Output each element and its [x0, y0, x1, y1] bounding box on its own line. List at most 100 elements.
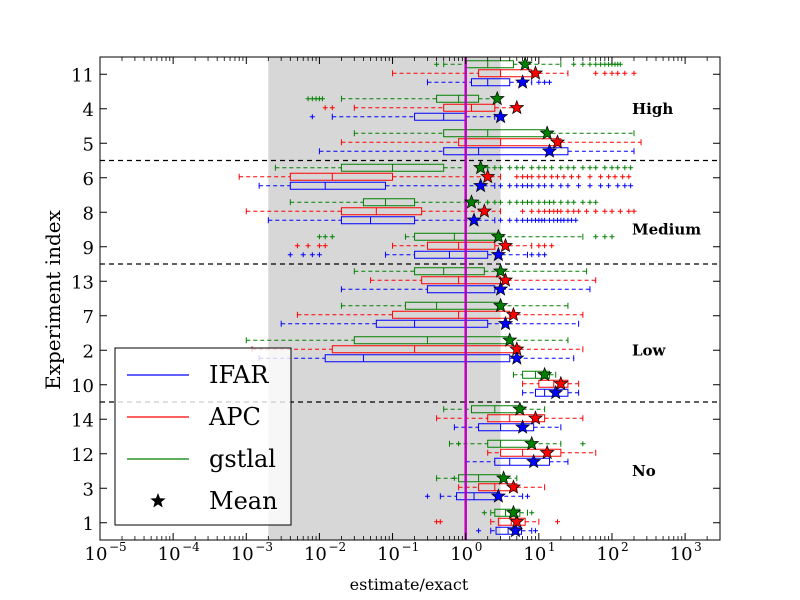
x-tick-label: 10 — [450, 544, 473, 565]
outlier-marker — [565, 208, 571, 214]
x-tick-label: 10 — [377, 544, 400, 565]
mean-star-gstlal — [505, 504, 522, 520]
box-gstlal-1 — [481, 508, 535, 517]
outlier-marker — [424, 493, 430, 499]
outlier-marker — [542, 165, 548, 171]
outlier-marker — [524, 217, 530, 223]
outlier-marker — [532, 528, 538, 534]
outlier-marker — [569, 174, 575, 180]
outlier-marker — [558, 165, 564, 171]
outlier-marker — [606, 174, 612, 180]
outlier-marker — [529, 208, 535, 214]
y-tick-label: 3 — [83, 479, 94, 500]
x-tick-label: 10 — [597, 544, 620, 565]
box-iqr — [375, 319, 489, 328]
box-iqr — [362, 198, 416, 207]
mean-star-gstlal — [493, 297, 509, 313]
outlier-marker — [558, 183, 564, 189]
x-tick-label: 10 — [158, 544, 181, 565]
outlier-marker — [507, 165, 513, 171]
mean-star-gstlal — [473, 159, 489, 175]
mean-star-APC — [505, 306, 522, 322]
outlier-marker — [620, 174, 626, 180]
outlier-marker — [615, 70, 621, 76]
outlier-marker — [329, 234, 335, 240]
outlier-marker — [547, 79, 553, 85]
outlier-marker — [542, 183, 548, 189]
outlier-marker — [547, 199, 553, 205]
box-iqr — [522, 370, 551, 379]
outlier-marker — [606, 183, 612, 189]
outlier-marker — [520, 183, 526, 189]
outlier-marker — [542, 79, 548, 85]
mean-star-IFAR — [497, 315, 514, 331]
mean-star-IFAR — [548, 384, 564, 400]
box-iqr — [443, 103, 496, 112]
box-iqr — [340, 216, 416, 225]
outlier-marker — [520, 217, 526, 223]
box-iqr — [495, 526, 523, 535]
box-iqr — [494, 457, 551, 466]
outlier-marker — [617, 208, 623, 214]
outlier-marker — [300, 252, 306, 258]
outlier-marker — [529, 252, 535, 258]
outlier-marker — [558, 208, 564, 214]
outlier-marker — [593, 234, 599, 240]
outlier-marker — [580, 441, 586, 447]
mean-star-IFAR — [473, 177, 489, 193]
outlier-marker — [547, 208, 553, 214]
mean-star-IFAR — [466, 212, 482, 227]
y-tick-label: 8 — [83, 203, 94, 224]
outlier-marker — [554, 519, 560, 525]
y-tick-label: 10 — [71, 376, 94, 397]
mean-star-gstlal — [463, 194, 480, 209]
mean-star-IFAR — [541, 143, 558, 158]
x-tick-label: 10 — [670, 544, 693, 565]
outlier-marker — [626, 174, 632, 180]
outlier-marker — [451, 475, 457, 481]
outlier-marker — [576, 208, 582, 214]
outlier-marker — [602, 70, 608, 76]
outlier-marker — [609, 208, 615, 214]
outlier-marker — [617, 61, 623, 67]
box-IFAR-9 — [287, 250, 548, 259]
x-tick-exponent: −5 — [109, 540, 127, 554]
outlier-marker — [593, 61, 599, 67]
outlier-marker — [316, 243, 322, 249]
outlier-marker — [322, 105, 328, 111]
outlier-marker — [507, 199, 513, 205]
group-label: Low — [632, 341, 667, 359]
box-iqr — [494, 508, 521, 517]
mean-star-gstlal — [512, 401, 528, 416]
mean-star-APC — [549, 134, 566, 149]
mean-star-gstlal — [537, 366, 553, 382]
outlier-marker — [551, 199, 557, 205]
outlier-marker — [565, 183, 571, 189]
mean-star-APC — [539, 444, 555, 460]
outlier-marker — [580, 165, 586, 171]
mean-star-APC — [497, 272, 514, 287]
box-iqr — [500, 448, 562, 457]
outlier-marker — [316, 252, 322, 258]
outlier-marker — [542, 199, 548, 205]
outlier-marker — [542, 208, 548, 214]
mean-star-APC — [476, 203, 492, 218]
box-iqr — [443, 147, 569, 156]
x-tick-label: 10 — [85, 544, 108, 565]
box-iqr — [470, 78, 511, 87]
outlier-marker — [602, 208, 608, 214]
outlier-marker — [536, 252, 542, 258]
outlier-marker — [536, 165, 542, 171]
box-iqr — [478, 423, 535, 432]
y-tick-label: 1 — [83, 514, 94, 535]
x-tick-exponent: −2 — [328, 540, 346, 554]
outlier-marker — [615, 183, 621, 189]
outlier-marker — [569, 217, 575, 223]
mean-star-IFAR — [493, 281, 509, 296]
box-iqr — [421, 276, 502, 285]
y-tick-label: 5 — [83, 134, 94, 155]
box-iqr — [436, 94, 480, 103]
outlier-marker — [524, 183, 530, 189]
outlier-marker — [571, 208, 577, 214]
outlier-marker — [602, 234, 608, 240]
